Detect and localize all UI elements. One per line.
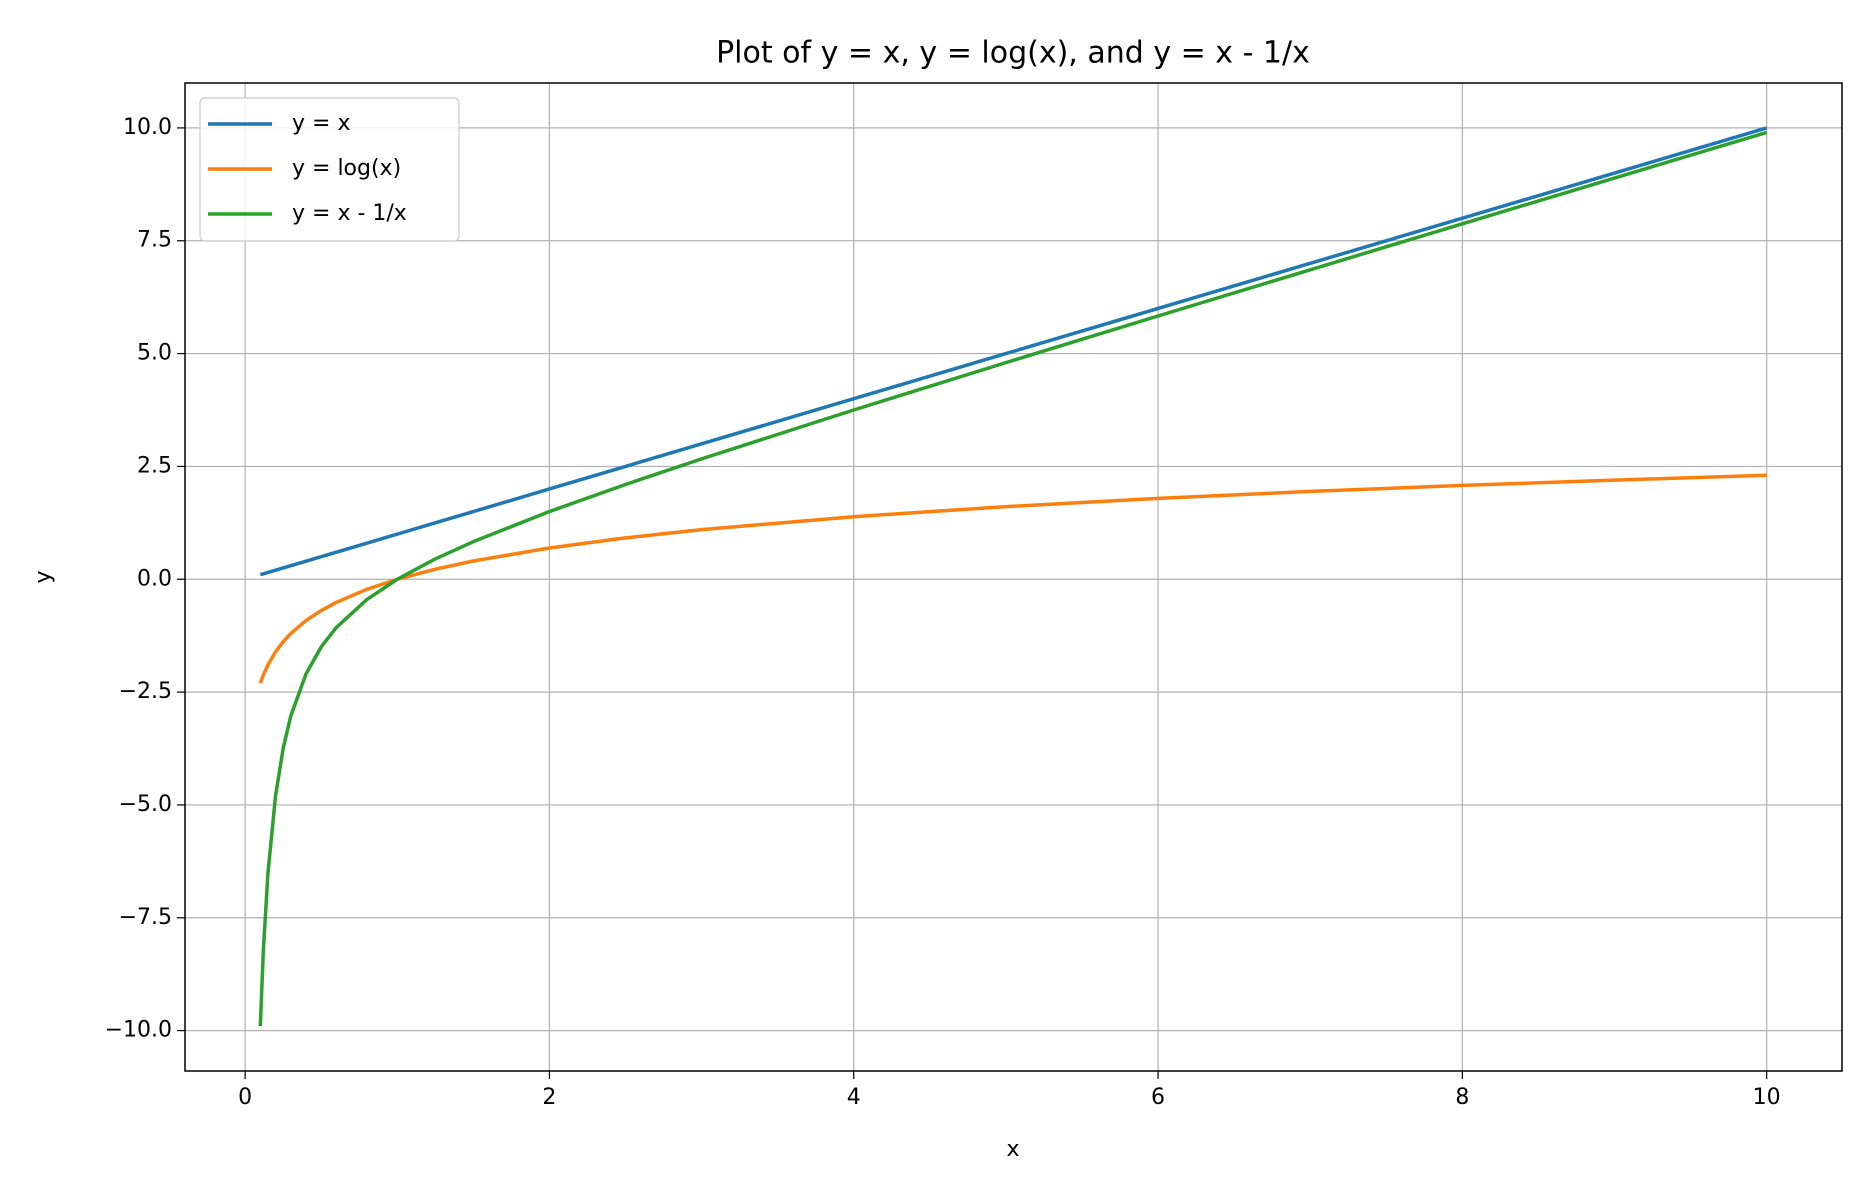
y-tick-label: −7.5 [119,905,172,930]
y-axis-label: y [31,570,56,583]
legend-label: y = log(x) [292,156,401,181]
x-tick-label: 4 [847,1085,861,1110]
line-series [258,130,1768,1027]
y-tick-label: 5.0 [137,341,172,366]
y-tick-label: 0.0 [137,566,172,591]
y-tick-label: −10.0 [105,1018,172,1043]
x-axis-label: x [1006,1137,1019,1162]
legend-label: y = x [292,111,350,136]
chart-title: Plot of y = x, y = log(x), and y = x - 1… [716,36,1310,71]
x-tick-label: 0 [238,1085,252,1110]
y-tick-label: 7.5 [137,228,172,253]
y-tick-label: −2.5 [119,679,172,704]
y-tick-label: 10.0 [123,115,172,140]
x-tick-label: 8 [1455,1085,1469,1110]
legend-box [199,97,460,242]
line-series [259,126,1768,577]
x-tick-label: 6 [1151,1085,1165,1110]
legend-label: y = x - 1/x [292,201,407,226]
x-tick-label: 2 [542,1085,556,1110]
y-tick-label: 2.5 [137,453,172,478]
plot-frame [184,82,1843,1072]
x-tick-label: 10 [1753,1085,1781,1110]
y-tick-label: −5.0 [119,792,172,817]
line-series [258,473,1767,684]
